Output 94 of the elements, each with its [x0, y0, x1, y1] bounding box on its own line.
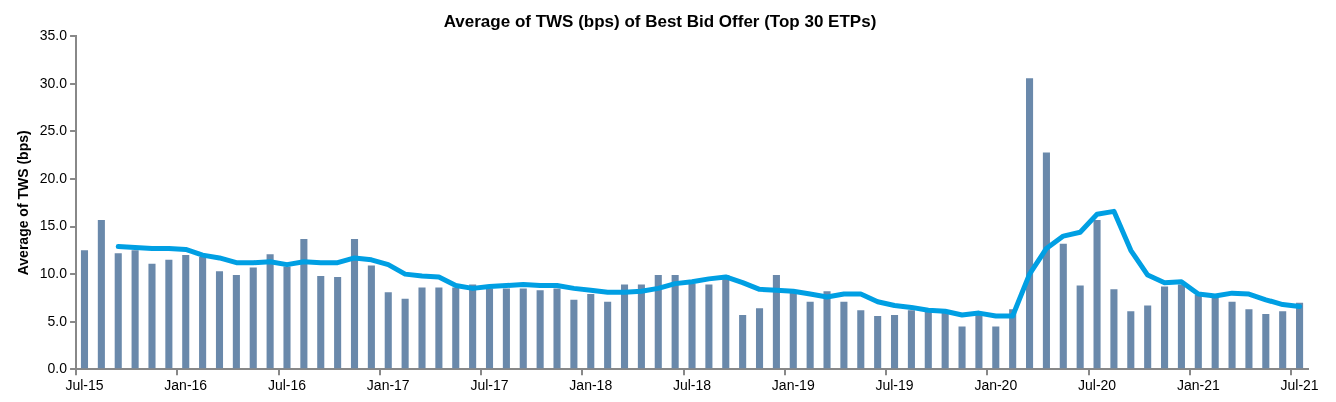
bar [1211, 295, 1219, 369]
x-tick-label: Jul-15 [65, 377, 104, 394]
bar [1194, 295, 1202, 369]
bar [958, 326, 966, 369]
bar [1177, 284, 1185, 369]
y-tick-label: 0.0 [47, 360, 68, 377]
bar [1161, 286, 1169, 369]
x-tick-label: Jul-18 [672, 377, 712, 394]
bar [941, 312, 949, 369]
bar [789, 291, 797, 369]
bar [975, 314, 983, 369]
bar [857, 310, 865, 369]
bar [604, 301, 612, 369]
bar [131, 250, 139, 369]
bar [1059, 243, 1067, 369]
bar [266, 254, 274, 369]
bar [1144, 305, 1152, 369]
bar [637, 284, 645, 369]
bar [739, 315, 747, 369]
bar [688, 283, 696, 369]
bar [1245, 309, 1253, 369]
y-tick-label: 15.0 [39, 217, 68, 234]
bar [1076, 285, 1084, 369]
bar [97, 219, 105, 369]
x-tick-label: Jan-21 [1176, 377, 1220, 394]
bar [772, 275, 780, 369]
bar [114, 253, 122, 369]
bar [536, 290, 544, 369]
x-tick-label: Jul-20 [1077, 377, 1117, 394]
bar [570, 299, 578, 369]
bar [705, 284, 713, 369]
bar [806, 301, 814, 369]
x-tick-label: Jan-18 [569, 377, 613, 394]
bar [283, 266, 291, 369]
x-tick-label: Jan-17 [366, 377, 410, 394]
bar [890, 315, 899, 369]
bar [452, 287, 460, 369]
x-tick-label: Jul-16 [267, 377, 307, 394]
x-tick-label: Jan-20 [974, 377, 1018, 394]
bar [1042, 152, 1050, 369]
y-tick-label: 25.0 [39, 122, 68, 139]
bar [907, 310, 915, 369]
bar [435, 287, 443, 369]
bar [384, 292, 392, 369]
bar [485, 288, 494, 369]
bar [401, 298, 409, 369]
bar [1228, 301, 1236, 369]
bar [80, 250, 89, 369]
bar [232, 275, 240, 369]
chart-title: Average of TWS (bps) of Best Bid Offer (Top 30 ETPs) [443, 11, 877, 31]
bar [317, 276, 325, 369]
x-tick-label: Jul-21 [1280, 377, 1319, 394]
y-axis-title: Average of TWS (bps) [15, 130, 32, 276]
bar [199, 257, 207, 369]
bar [992, 326, 1000, 369]
bar [587, 294, 595, 369]
bar [755, 308, 764, 369]
bar [519, 288, 527, 369]
bar [1127, 311, 1135, 369]
bar [165, 259, 173, 369]
x-tick-label: Jan-19 [771, 377, 815, 394]
bar [553, 288, 561, 369]
bar [1262, 314, 1270, 369]
y-tick-label: 20.0 [39, 169, 68, 186]
bar [823, 291, 831, 369]
bar [1026, 78, 1034, 369]
y-tick-label: 35.0 [39, 27, 68, 44]
bar [367, 265, 375, 369]
bar [671, 275, 679, 369]
bar [418, 287, 426, 369]
bar [1279, 311, 1287, 369]
y-tick-label: 10.0 [39, 264, 68, 281]
bar [249, 267, 257, 369]
bar [148, 263, 156, 369]
y-tick-label: 5.0 [47, 312, 68, 329]
x-tick-label: Jan-16 [164, 377, 208, 394]
bar [300, 238, 308, 369]
bar [334, 276, 342, 369]
bar [215, 271, 224, 369]
y-tick-label: 30.0 [39, 74, 68, 91]
bar [654, 275, 662, 369]
bar [350, 238, 359, 369]
bar [469, 284, 477, 369]
bar [182, 255, 190, 369]
bar [874, 315, 882, 369]
x-tick-label: Jul-19 [875, 377, 914, 394]
x-tick-label: Jul-17 [470, 377, 509, 394]
bar [1093, 219, 1101, 369]
bar [1296, 302, 1304, 369]
bar [620, 284, 629, 369]
bar [1110, 289, 1118, 369]
bar [924, 311, 932, 369]
bar [840, 301, 848, 369]
bar [502, 288, 510, 369]
